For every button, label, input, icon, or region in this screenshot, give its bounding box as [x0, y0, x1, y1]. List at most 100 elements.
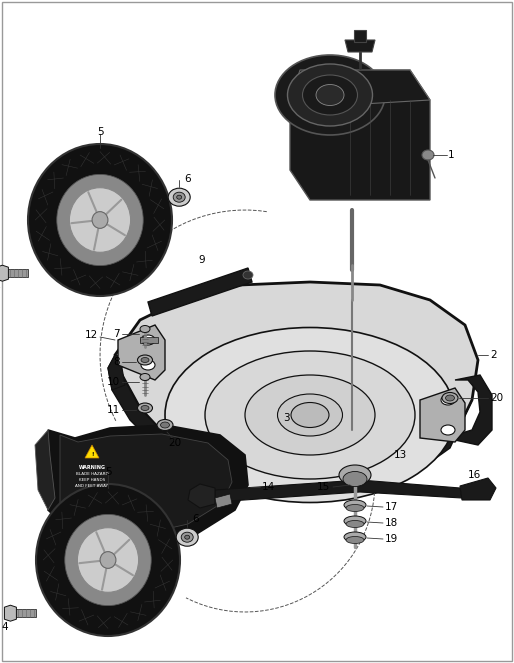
Ellipse shape — [168, 188, 190, 206]
Ellipse shape — [441, 395, 455, 405]
Polygon shape — [460, 478, 496, 500]
Ellipse shape — [28, 144, 172, 296]
Text: 5: 5 — [105, 467, 112, 477]
Ellipse shape — [303, 75, 358, 115]
Polygon shape — [455, 375, 492, 445]
Text: 16: 16 — [468, 470, 481, 480]
Polygon shape — [48, 425, 248, 548]
Ellipse shape — [442, 392, 458, 404]
Polygon shape — [108, 355, 125, 390]
Ellipse shape — [138, 355, 153, 365]
Ellipse shape — [344, 516, 366, 526]
Text: 3: 3 — [283, 413, 290, 423]
Ellipse shape — [291, 402, 329, 428]
Text: BLADE HAZARD: BLADE HAZARD — [76, 472, 108, 476]
Ellipse shape — [173, 192, 185, 202]
Polygon shape — [345, 40, 375, 52]
Polygon shape — [290, 70, 430, 200]
Polygon shape — [354, 30, 366, 42]
Text: 14: 14 — [262, 482, 276, 492]
Ellipse shape — [185, 535, 190, 539]
Ellipse shape — [343, 471, 367, 487]
Polygon shape — [35, 430, 55, 510]
Polygon shape — [0, 265, 8, 281]
Ellipse shape — [140, 373, 150, 381]
Text: 18: 18 — [385, 518, 398, 528]
Polygon shape — [188, 484, 215, 508]
Ellipse shape — [36, 484, 180, 636]
Text: 17: 17 — [385, 502, 398, 512]
Text: 7: 7 — [114, 329, 120, 339]
Text: 15: 15 — [317, 482, 330, 492]
Polygon shape — [215, 480, 462, 502]
Ellipse shape — [243, 271, 253, 279]
Ellipse shape — [141, 335, 155, 345]
Polygon shape — [215, 494, 232, 508]
Ellipse shape — [138, 403, 153, 413]
Text: 6: 6 — [184, 174, 191, 184]
Ellipse shape — [316, 84, 344, 105]
Ellipse shape — [141, 357, 149, 363]
Text: !: ! — [91, 452, 93, 457]
Text: 8: 8 — [114, 357, 120, 367]
Polygon shape — [5, 605, 16, 621]
Ellipse shape — [78, 528, 139, 592]
Ellipse shape — [160, 422, 170, 428]
Text: 5: 5 — [97, 127, 103, 137]
Text: WARNING: WARNING — [79, 465, 105, 470]
Ellipse shape — [346, 505, 364, 511]
Polygon shape — [290, 70, 430, 108]
Ellipse shape — [141, 406, 149, 410]
Ellipse shape — [344, 500, 366, 510]
Ellipse shape — [140, 326, 150, 333]
Polygon shape — [85, 445, 99, 458]
Text: KEEP HANDS: KEEP HANDS — [79, 478, 105, 482]
Ellipse shape — [92, 211, 108, 228]
Polygon shape — [118, 325, 165, 380]
Polygon shape — [108, 355, 472, 498]
Polygon shape — [115, 282, 478, 483]
Polygon shape — [60, 434, 232, 536]
Ellipse shape — [141, 360, 155, 370]
Ellipse shape — [278, 394, 342, 436]
Polygon shape — [420, 388, 465, 442]
Text: 4: 4 — [1, 622, 8, 633]
Polygon shape — [140, 337, 158, 343]
Ellipse shape — [422, 150, 434, 160]
Ellipse shape — [275, 55, 385, 135]
Text: 2: 2 — [490, 350, 497, 360]
Text: 13: 13 — [393, 450, 407, 460]
Text: 20: 20 — [490, 393, 503, 403]
Ellipse shape — [346, 536, 364, 544]
Polygon shape — [0, 269, 28, 277]
Text: eReplacementParts.com: eReplacementParts.com — [181, 314, 333, 326]
Polygon shape — [5, 609, 36, 617]
Text: 10: 10 — [107, 377, 120, 387]
Ellipse shape — [441, 425, 455, 435]
Ellipse shape — [344, 532, 366, 542]
Ellipse shape — [176, 528, 198, 546]
Ellipse shape — [69, 188, 131, 253]
Ellipse shape — [245, 375, 375, 455]
Ellipse shape — [100, 552, 116, 568]
Ellipse shape — [57, 174, 143, 266]
Text: 6: 6 — [192, 514, 198, 524]
Ellipse shape — [165, 328, 455, 503]
Text: 20: 20 — [169, 438, 181, 448]
Ellipse shape — [205, 351, 415, 479]
Ellipse shape — [287, 64, 373, 126]
Ellipse shape — [446, 395, 454, 401]
Text: AND FEET AWAY: AND FEET AWAY — [76, 484, 108, 488]
Text: 9: 9 — [199, 255, 205, 265]
Ellipse shape — [177, 195, 182, 199]
Text: 19: 19 — [385, 534, 398, 544]
Ellipse shape — [339, 465, 371, 485]
Ellipse shape — [181, 532, 193, 542]
Polygon shape — [148, 268, 252, 316]
Ellipse shape — [157, 420, 173, 430]
Text: 12: 12 — [85, 330, 98, 340]
Text: 11: 11 — [107, 405, 120, 415]
Text: 1: 1 — [448, 150, 454, 160]
Ellipse shape — [346, 520, 364, 528]
Ellipse shape — [65, 514, 151, 605]
